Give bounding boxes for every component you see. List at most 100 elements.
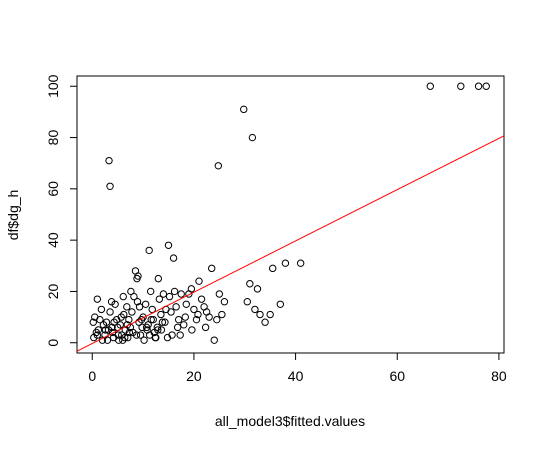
x-axis-label: all_model3$fitted.values bbox=[215, 413, 365, 429]
data-point bbox=[154, 274, 163, 283]
data-point bbox=[134, 272, 142, 280]
data-point bbox=[205, 313, 213, 321]
data-point bbox=[164, 241, 173, 249]
data-point bbox=[188, 326, 196, 334]
data-point bbox=[457, 82, 465, 90]
data-point bbox=[157, 310, 165, 319]
data-point bbox=[243, 298, 251, 306]
data-point bbox=[208, 264, 216, 273]
data-point bbox=[281, 259, 290, 267]
data-point bbox=[102, 318, 111, 326]
x-tick-label: 40 bbox=[288, 368, 304, 384]
data-point bbox=[158, 318, 167, 326]
y-tick-label: 60 bbox=[45, 181, 61, 197]
regression-line-group bbox=[77, 135, 504, 352]
data-point bbox=[93, 295, 102, 303]
data-point bbox=[127, 287, 135, 296]
data-point bbox=[170, 287, 179, 296]
data-point bbox=[218, 310, 226, 319]
data-point bbox=[261, 318, 269, 326]
data-point bbox=[240, 105, 248, 114]
data-point bbox=[180, 321, 188, 329]
data-point bbox=[111, 300, 119, 308]
data-point bbox=[172, 303, 180, 311]
data-point bbox=[161, 318, 169, 326]
y-axis-ticks: 0 20 40 60 80 100 bbox=[45, 74, 78, 347]
data-point bbox=[482, 82, 490, 90]
y-tick-label: 100 bbox=[45, 74, 61, 98]
data-point bbox=[163, 333, 172, 342]
data-point bbox=[269, 264, 277, 273]
data-point bbox=[148, 305, 156, 314]
data-point bbox=[214, 162, 223, 170]
data-point bbox=[147, 287, 155, 296]
data-point bbox=[116, 321, 124, 329]
data-point bbox=[106, 308, 114, 316]
data-point bbox=[103, 336, 112, 344]
data-point bbox=[190, 305, 198, 314]
data-point bbox=[174, 315, 183, 324]
data-point bbox=[426, 82, 434, 90]
data-point bbox=[176, 331, 184, 339]
data-point bbox=[256, 310, 264, 319]
data-point bbox=[124, 333, 132, 342]
data-point bbox=[94, 326, 103, 334]
x-axis-ticks: 0 20 40 60 80 bbox=[88, 352, 507, 384]
data-point bbox=[201, 323, 210, 332]
data-point bbox=[147, 315, 155, 324]
data-point bbox=[135, 303, 144, 311]
y-tick-label: 20 bbox=[45, 283, 61, 299]
data-point bbox=[120, 310, 128, 319]
data-point bbox=[159, 290, 168, 298]
data-point bbox=[101, 326, 110, 334]
data-point bbox=[96, 315, 104, 324]
regression-line bbox=[77, 135, 504, 352]
data-point bbox=[155, 295, 164, 303]
data-point bbox=[251, 305, 259, 314]
data-point bbox=[181, 313, 189, 321]
data-point bbox=[296, 259, 305, 267]
data-point bbox=[187, 285, 196, 293]
data-point bbox=[125, 328, 134, 337]
data-point bbox=[97, 305, 106, 314]
data-point bbox=[266, 310, 274, 319]
x-tick-label: 60 bbox=[389, 368, 405, 384]
data-point bbox=[177, 290, 185, 298]
data-point bbox=[121, 333, 129, 342]
data-point bbox=[105, 156, 113, 165]
data-point bbox=[141, 300, 150, 308]
data-point bbox=[142, 323, 151, 332]
data-point bbox=[192, 315, 201, 324]
data-point bbox=[108, 323, 116, 332]
data-point bbox=[136, 331, 145, 339]
data-point bbox=[119, 292, 127, 301]
x-tick-label: 0 bbox=[88, 368, 96, 384]
data-point bbox=[145, 246, 153, 255]
data-point bbox=[169, 254, 178, 262]
y-tick-label: 40 bbox=[45, 232, 61, 248]
data-point bbox=[194, 310, 202, 319]
data-point bbox=[213, 315, 221, 324]
data-point bbox=[248, 133, 257, 142]
data-point bbox=[154, 326, 162, 334]
data-point bbox=[132, 331, 141, 339]
y-tick-label: 80 bbox=[45, 130, 61, 146]
data-points bbox=[89, 82, 490, 344]
data-point bbox=[125, 315, 133, 324]
data-point bbox=[157, 326, 166, 334]
data-point bbox=[276, 300, 285, 308]
data-point bbox=[215, 290, 224, 298]
data-point bbox=[133, 298, 142, 306]
data-point bbox=[117, 313, 125, 321]
data-point bbox=[149, 315, 157, 324]
data-point bbox=[89, 318, 97, 326]
data-point bbox=[106, 182, 114, 190]
data-point bbox=[145, 331, 154, 339]
data-point bbox=[167, 308, 175, 316]
x-tick-label: 80 bbox=[491, 368, 507, 384]
data-point bbox=[123, 303, 131, 311]
data-point bbox=[253, 285, 262, 293]
data-point bbox=[153, 323, 162, 332]
x-tick-label: 20 bbox=[186, 368, 202, 384]
